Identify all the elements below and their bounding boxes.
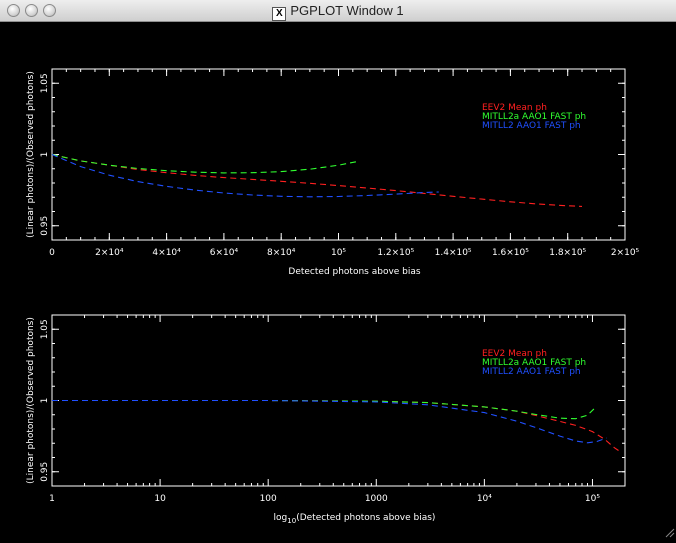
x-tick-label: 100 [260, 494, 277, 504]
plot-frame [51, 68, 626, 241]
zoom-button[interactable] [43, 4, 56, 17]
series-line [52, 399, 596, 420]
minimize-button[interactable] [25, 4, 38, 17]
x-tick-label: 10⁵ [331, 248, 346, 258]
title-bar[interactable]: X PGPLOT Window 1 [0, 0, 676, 22]
window-title: PGPLOT Window 1 [290, 3, 404, 18]
series-line [51, 153, 359, 174]
x-tick-label: 1.4×10⁵ [435, 248, 472, 258]
legend-entry: EEV2 Mean ph [482, 349, 547, 359]
legend-entry: EEV2 Mean ph [482, 103, 547, 113]
plot-1: 0 2×10⁴ 4×10⁴ 6×10⁴ 8×10⁴ 10⁵ 1.2×10⁵ 1.4×10⁵ 1.… [26, 68, 640, 277]
chart-canvas: 0 2×10⁴ 4×10⁴ 6×10⁴ 8×10⁴ 10⁵ 1.2×10⁵ 1.4×10⁵ 1.… [26, 68, 640, 525]
plot-area: 0 2×10⁴ 4×10⁴ 6×10⁴ 8×10⁴ 10⁵ 1.2×10⁵ 1.4×10⁵ 1.… [0, 22, 676, 539]
y-tick-label: 1 [40, 398, 50, 404]
x-tick-label: 1.8×10⁵ [549, 248, 586, 258]
legend-entry: MITLL2a AAO1 FAST ph [482, 358, 586, 368]
plot-2: 1 10 100 1000 10⁴ 10⁵ 0.95 1 1.05 log10(Detected … [26, 314, 626, 525]
x-tick-label: 1 [49, 494, 55, 504]
series-line [52, 399, 622, 453]
y-axis-label: (Linear photons)/(Observed photons) [26, 317, 36, 484]
x-axis-label: Detected photons above bias [288, 267, 421, 277]
y-tick-label: 1 [40, 152, 50, 158]
x-tick-label: 10⁵ [585, 494, 600, 504]
x-tick-label: 2×10⁵ [611, 248, 640, 258]
x-tick-label: 0 [49, 248, 55, 258]
y-tick-label: 0.95 [40, 216, 50, 236]
y-axis-label: (Linear photons)/(Observed photons) [26, 71, 36, 238]
legend-entry: MITLL2 AAO1 FAST ph [482, 121, 581, 131]
y-tick-label: 1.05 [40, 73, 50, 93]
x-tick-label: 10 [154, 494, 166, 504]
x11-icon: X [272, 7, 287, 21]
x-tick-label: 1.6×10⁵ [492, 248, 529, 258]
series-line [51, 153, 583, 207]
x-tick-label: 2×10⁴ [95, 248, 124, 258]
x-axis-label: log10(Detected photons above bias) [274, 513, 436, 525]
x-tick-label: 10⁴ [477, 494, 492, 504]
resize-grip-icon[interactable] [663, 526, 675, 538]
series-line [51, 153, 439, 198]
x-tick-label: 1.2×10⁵ [377, 248, 414, 258]
x-tick-label: 1000 [365, 494, 388, 504]
x-tick-label: 4×10⁴ [152, 248, 181, 258]
y-tick-label: 1.05 [40, 319, 50, 339]
x-tick-label: 6×10⁴ [210, 248, 239, 258]
close-button[interactable] [7, 4, 20, 17]
legend-entry: MITLL2 AAO1 FAST ph [482, 367, 581, 377]
series-line [52, 399, 607, 444]
x-tick-label: 8×10⁴ [267, 248, 296, 258]
window-title-group: X PGPLOT Window 1 [0, 3, 676, 21]
y-tick-label: 0.95 [40, 462, 50, 482]
legend-entry: MITLL2a AAO1 FAST ph [482, 112, 586, 122]
